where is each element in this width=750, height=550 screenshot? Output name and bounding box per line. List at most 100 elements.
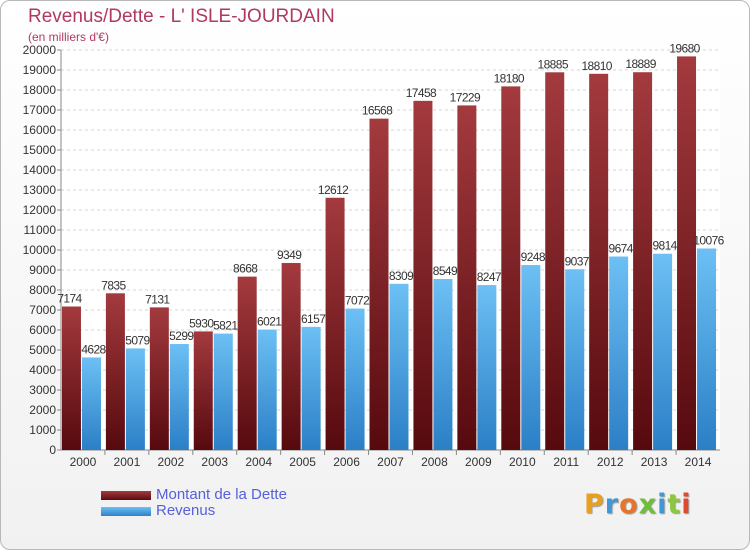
y-tick-label: 16000	[23, 123, 57, 137]
y-tick-label: 20000	[23, 43, 57, 57]
legend-label-revenue: Revenus	[156, 502, 216, 519]
x-tick-label: 2012	[597, 455, 624, 469]
x-tick-label: 2001	[114, 455, 141, 469]
y-tick-label: 9000	[29, 263, 56, 277]
y-tick-label: 6000	[29, 323, 56, 337]
logo-letter: r	[604, 489, 620, 520]
data-label-dette: 18885	[538, 57, 569, 71]
bar-revenus	[521, 265, 541, 450]
data-label-revenus: 9037	[565, 254, 590, 268]
x-tick-label: 2007	[377, 455, 404, 469]
data-label-revenus: 10076	[693, 233, 724, 247]
logo-letter: t	[667, 489, 682, 520]
bar-dette	[61, 306, 81, 450]
data-label-dette: 17458	[406, 86, 437, 100]
y-tick-label: 7000	[29, 303, 56, 317]
y-tick-label: 12000	[23, 203, 57, 217]
data-label-revenus: 6021	[257, 315, 282, 329]
bar-dette	[501, 86, 521, 451]
data-label-dette: 7835	[101, 278, 126, 292]
data-label-dette: 12612	[318, 183, 349, 197]
bar-revenus	[477, 285, 497, 450]
data-label-revenus: 4628	[81, 342, 106, 356]
y-tick-label: 0	[49, 443, 56, 457]
bar-revenus	[609, 256, 629, 450]
x-tick-label: 2011	[553, 455, 579, 469]
data-label-revenus: 9248	[521, 250, 546, 264]
bar-revenus	[653, 253, 673, 450]
bar-revenus	[257, 329, 277, 450]
proxiti-logo: Proxiti	[584, 489, 692, 520]
bar-dette	[149, 307, 169, 450]
bar-dette	[545, 72, 565, 451]
x-tick-label: 2003	[201, 455, 228, 469]
x-tick-label: 2008	[421, 455, 448, 469]
legend-swatch-revenue	[101, 507, 151, 516]
bar-dette	[193, 331, 213, 450]
bar-dette	[281, 263, 301, 450]
bar-dette	[369, 118, 389, 450]
data-label-revenus: 7072	[345, 294, 370, 308]
bar-revenus	[389, 283, 409, 450]
bar-revenus	[433, 279, 453, 450]
data-label-dette: 7131	[145, 292, 170, 306]
data-label-revenus: 5299	[169, 329, 194, 343]
logo-letter: P	[584, 489, 605, 520]
data-label-revenus: 8549	[433, 264, 458, 278]
bar-dette	[413, 100, 433, 450]
x-tick-label: 2005	[289, 455, 316, 469]
y-tick-label: 11000	[24, 223, 57, 237]
y-tick-label: 1000	[29, 423, 56, 437]
legend-label-debt: Montant de la Dette	[156, 486, 287, 503]
y-tick-label: 10000	[23, 243, 57, 257]
y-tick-label: 3000	[29, 383, 56, 397]
y-tick-label: 5000	[29, 343, 56, 357]
x-tick-label: 2000	[70, 455, 97, 469]
bar-dette	[325, 197, 345, 450]
data-label-dette: 5930	[189, 316, 214, 330]
bar-revenus	[697, 248, 717, 450]
data-label-dette: 18810	[581, 59, 612, 73]
bar-revenus	[301, 326, 321, 450]
data-label-dette: 9349	[277, 248, 302, 262]
data-label-revenus: 9674	[609, 242, 634, 256]
logo-letter: x	[638, 489, 658, 520]
data-label-dette: 18889	[625, 57, 656, 71]
y-tick-label: 15000	[23, 143, 57, 157]
bar-dette	[633, 72, 653, 450]
bar-dette	[677, 56, 697, 451]
logo-letter: o	[619, 489, 639, 520]
logo-letter: i	[657, 489, 668, 520]
data-label-revenus: 9814	[652, 239, 677, 253]
data-label-dette: 8668	[233, 262, 258, 276]
data-label-dette: 18180	[494, 71, 525, 85]
data-label-dette: 7174	[57, 292, 82, 306]
x-tick-label: 2004	[245, 455, 272, 469]
data-label-revenus: 8247	[477, 270, 502, 284]
x-tick-label: 2013	[641, 455, 668, 469]
x-tick-label: 2010	[509, 455, 536, 469]
y-tick-label: 13000	[23, 183, 57, 197]
data-label-revenus: 5821	[213, 319, 238, 333]
logo-letter: i	[681, 489, 692, 520]
bar-dette	[457, 105, 477, 451]
y-tick-label: 14000	[23, 163, 57, 177]
legend-swatch-debt	[101, 491, 151, 500]
x-tick-label: 2009	[465, 455, 492, 469]
y-tick-label: 18000	[23, 83, 57, 97]
bar-revenus	[565, 269, 585, 450]
bar-revenus	[213, 333, 233, 450]
chart-title: Revenus/Dette - L' ISLE-JOURDAIN	[28, 6, 335, 27]
data-label-dette: 17229	[450, 90, 481, 104]
data-label-revenus: 8309	[389, 269, 414, 283]
bar-revenus	[169, 344, 189, 450]
bar-dette	[237, 276, 257, 450]
bar-revenus	[81, 357, 101, 450]
y-tick-label: 8000	[29, 283, 56, 297]
x-tick-label: 2014	[685, 455, 712, 469]
y-tick-label: 4000	[29, 363, 56, 377]
y-tick-label: 19000	[23, 63, 57, 77]
bar-revenus	[345, 308, 365, 450]
